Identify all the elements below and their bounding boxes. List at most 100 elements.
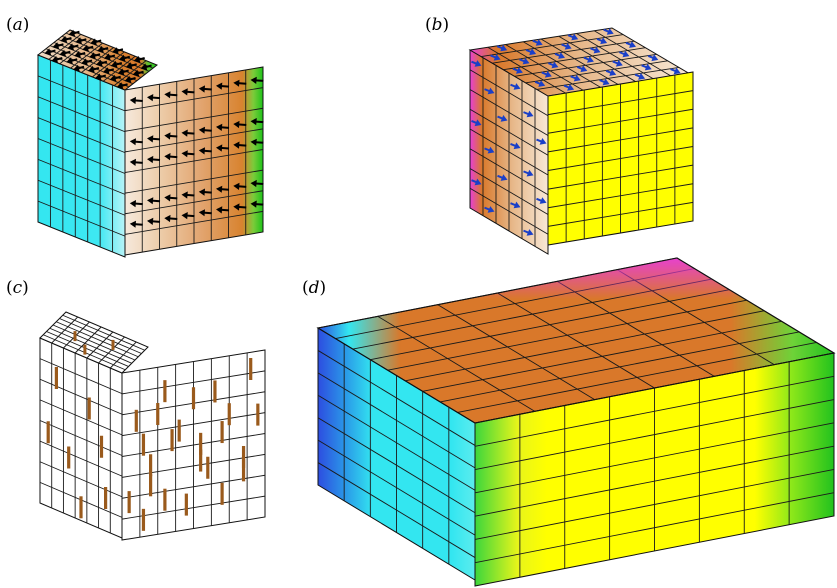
flow-arrow-head xyxy=(487,206,495,213)
flow-arrow-head xyxy=(103,53,111,61)
grid-line xyxy=(121,370,266,395)
fiber-rod xyxy=(191,387,196,410)
flow-arrow-head xyxy=(75,37,82,45)
grid-line xyxy=(39,358,123,395)
grid-line xyxy=(317,372,476,469)
panel-label-a: (a) xyxy=(6,15,29,35)
fiber-rod xyxy=(149,454,153,477)
cube-c-top-face-grid xyxy=(43,314,145,371)
grid-line xyxy=(523,41,602,89)
flow-arrow-head xyxy=(102,67,110,75)
grid-line xyxy=(124,210,264,235)
grid-line xyxy=(49,327,132,364)
flow-arrow-head xyxy=(67,43,74,51)
fiber-rod xyxy=(67,446,71,469)
fiber-rod xyxy=(111,339,115,350)
flow-arrow-head xyxy=(250,76,257,84)
flow-arrow-head xyxy=(233,141,240,149)
flow-arrow-head xyxy=(94,73,102,81)
fiber-rod xyxy=(127,491,131,514)
flow-arrow-head xyxy=(129,96,136,105)
flow-arrow-head xyxy=(538,80,546,87)
fiber-rod xyxy=(54,367,58,389)
cube-d-left-face-grid xyxy=(317,343,476,565)
grid-line xyxy=(469,69,549,117)
flow-arrow-head xyxy=(129,220,136,228)
flow-arrow-head xyxy=(609,69,617,76)
panel-label-b: (b) xyxy=(425,15,449,35)
flow-arrow-head xyxy=(526,169,534,177)
flow-arrow-head xyxy=(600,37,608,45)
grid-line xyxy=(124,149,264,173)
fiber-rod xyxy=(99,435,104,458)
grid-line xyxy=(547,164,694,190)
flow-arrow-head xyxy=(474,178,482,186)
flow-arrow-head xyxy=(125,62,133,70)
flow-arrow-head xyxy=(73,64,80,72)
grid-line xyxy=(474,445,835,517)
flow-arrow-head xyxy=(602,78,610,86)
grid-line xyxy=(39,420,123,456)
flow-arrow-head xyxy=(117,68,125,76)
grid-line xyxy=(317,439,476,536)
grid-line xyxy=(37,117,126,154)
flow-arrow-head xyxy=(622,50,630,58)
flow-arrow-head xyxy=(233,120,240,129)
grid-line xyxy=(469,148,549,196)
cube-a-arrows xyxy=(44,29,264,228)
flow-arrow-head xyxy=(500,174,508,181)
flow-arrow-head xyxy=(147,155,154,164)
fiber-rod xyxy=(227,403,231,426)
flow-arrow-head xyxy=(544,70,552,78)
grid-line xyxy=(558,35,637,83)
grid-line xyxy=(37,96,126,133)
flow-arrow-head xyxy=(500,44,508,52)
grid-line xyxy=(547,90,694,116)
grid-line xyxy=(37,158,126,195)
fiber-rod xyxy=(220,421,224,444)
flow-arrow-head xyxy=(638,73,646,80)
flow-arrow-head xyxy=(147,197,154,205)
grid-line xyxy=(59,318,142,354)
cube-b-top-face-grid xyxy=(481,30,679,94)
grid-line xyxy=(576,33,655,80)
grid-line xyxy=(37,200,126,237)
grid-line xyxy=(487,46,566,94)
grid-line xyxy=(540,38,620,86)
grid-line xyxy=(56,321,139,358)
grid-line xyxy=(317,394,476,491)
cube-d-front-face-grid xyxy=(474,361,835,578)
flow-arrow-head xyxy=(198,126,205,134)
grid-line xyxy=(124,128,264,153)
flow-arrow-head xyxy=(89,52,96,60)
fiber-rod xyxy=(156,403,160,426)
flow-arrow-head xyxy=(573,74,581,82)
fiber-rod xyxy=(141,433,146,456)
grid-line xyxy=(317,350,476,446)
grid-line xyxy=(547,127,694,153)
grid-line xyxy=(124,107,264,132)
cube-b xyxy=(468,27,694,255)
flow-arrow-head xyxy=(250,200,257,208)
grid-line xyxy=(474,492,835,564)
flow-arrow-head xyxy=(216,123,223,131)
grid-line xyxy=(39,399,123,436)
cube-c-front-face-grid xyxy=(121,352,266,538)
flow-arrow-head xyxy=(140,63,148,71)
grid-line xyxy=(547,201,694,227)
flow-arrow-head xyxy=(535,39,543,46)
fiber-rod xyxy=(141,508,146,531)
grid-line xyxy=(469,168,549,215)
cube-b-front-face-grid xyxy=(547,75,694,242)
grid-line xyxy=(469,187,549,235)
flow-arrow-head xyxy=(181,191,188,199)
fiber-rod xyxy=(83,344,87,355)
fiber-rod xyxy=(73,331,77,342)
panel-label-d: (d) xyxy=(302,278,326,298)
flow-arrow-head xyxy=(198,85,205,93)
grid-line xyxy=(474,468,835,540)
flow-arrow-head xyxy=(580,65,588,73)
flow-arrow-head xyxy=(129,158,136,166)
flow-arrow-head xyxy=(198,209,205,217)
flow-arrow-head xyxy=(487,87,495,95)
